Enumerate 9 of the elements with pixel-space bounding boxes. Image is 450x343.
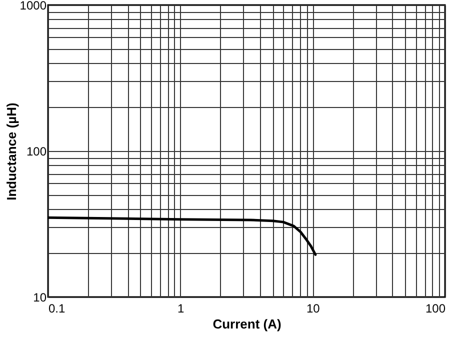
y-axis-title: Inductance (µH) — [4, 102, 19, 200]
x-axis-title: Current (A) — [212, 316, 282, 332]
x-tick-label: 10 — [306, 302, 320, 316]
y-tick-label: 100 — [26, 144, 47, 158]
x-tick-label: 1 — [177, 302, 184, 316]
y-tick-label: 10 — [33, 290, 47, 304]
y-tick-label: 1000 — [20, 0, 47, 12]
x-tick-label: 0.1 — [48, 302, 66, 316]
x-tick-label: 100 — [425, 302, 446, 316]
